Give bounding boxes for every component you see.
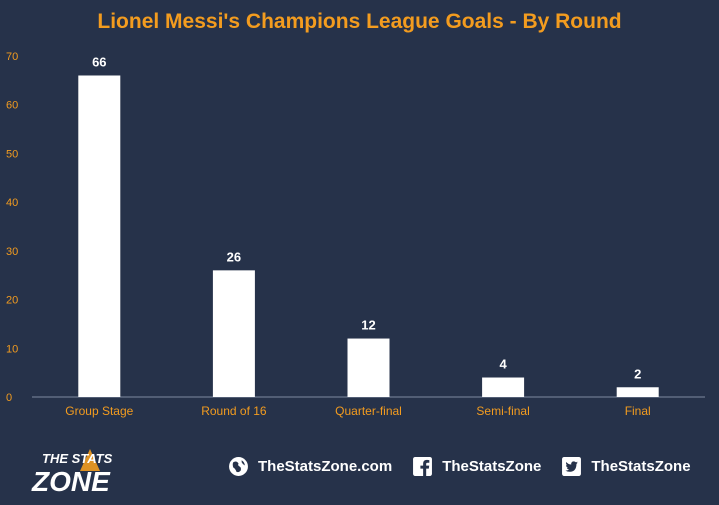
bar-semi-final: [482, 377, 525, 397]
data-label: 26: [227, 249, 241, 264]
y-tick-label: 60: [6, 100, 18, 112]
facebook-link[interactable]: TheStatsZone: [412, 456, 541, 477]
y-tick-label: 0: [6, 392, 12, 404]
logo-swoosh: [80, 449, 100, 471]
logo-line1: THE STATS: [42, 451, 113, 466]
x-tick-label: Round of 16: [201, 404, 267, 418]
facebook-icon: [413, 457, 433, 476]
twitter-icon: [562, 457, 582, 476]
y-tick-label: 20: [6, 295, 18, 307]
y-tick-label: 70: [6, 51, 18, 63]
bar-quarter-final: [347, 338, 390, 397]
bar-round-of-16: [212, 270, 255, 397]
x-tick-label: Quarter-final: [335, 404, 402, 418]
bar-final: [616, 387, 659, 397]
social-links: TheStatsZone.com TheStatsZone TheStatsZo…: [228, 456, 691, 477]
y-tick-label: 50: [6, 148, 18, 160]
globe-icon: [229, 457, 248, 476]
x-tick-label: Final: [625, 404, 651, 418]
twitter-link[interactable]: TheStatsZone: [561, 456, 691, 477]
bar-chart: 0 10 20 30 40 50 60 70 66 Group Stage 26 Round of 1…: [6, 51, 705, 418]
data-label: 2: [634, 366, 641, 381]
website-label: TheStatsZone.com: [258, 458, 393, 475]
data-label: 12: [361, 318, 375, 333]
facebook-label: TheStatsZone: [442, 458, 542, 475]
logo-line2: ZONE: [31, 466, 111, 497]
website-link[interactable]: TheStatsZone.com: [228, 456, 392, 477]
x-tick-label: Semi-final: [476, 404, 529, 418]
y-tick-label: 40: [6, 197, 18, 209]
chart-title: Lionel Messi's Champions League Goals - …: [97, 10, 622, 33]
data-label: 4: [499, 357, 507, 372]
data-label: 66: [92, 54, 106, 69]
twitter-label: TheStatsZone: [591, 458, 691, 475]
x-tick-label: Group Stage: [65, 404, 133, 418]
bar-group-stage: [78, 75, 121, 397]
y-tick-label: 30: [6, 246, 18, 258]
footer: THE STATS ZONE TheStatsZone.com TheStats…: [0, 435, 719, 505]
stats-zone-logo: THE STATS ZONE: [31, 449, 113, 497]
y-tick-label: 10: [6, 343, 18, 355]
